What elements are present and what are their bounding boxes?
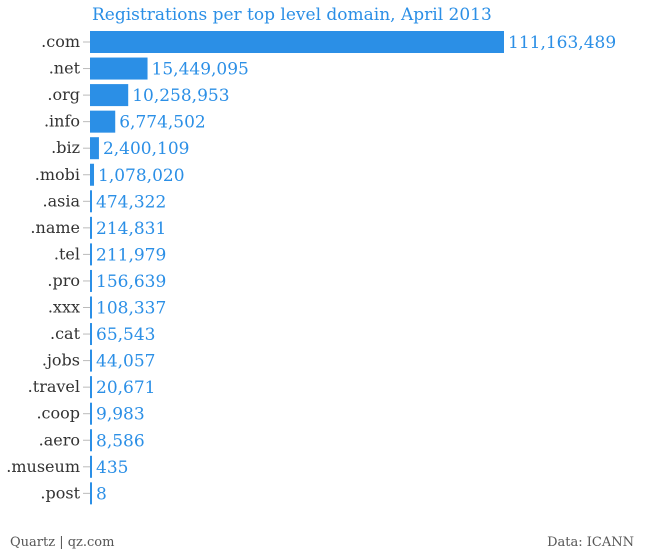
- bar: [90, 269, 92, 292]
- footer-source: Data: ICANN: [547, 535, 634, 550]
- bar: [90, 402, 92, 425]
- category-label: .mobi: [35, 165, 80, 184]
- category-label: .museum: [6, 457, 80, 476]
- bar: [90, 110, 116, 133]
- category-label: .cat: [50, 324, 81, 343]
- value-label: 65,543: [96, 325, 155, 345]
- category-label: .com: [41, 32, 80, 51]
- bar: [90, 349, 92, 372]
- bar: [90, 216, 92, 239]
- category-label: .tel: [54, 244, 80, 263]
- bar: [90, 31, 504, 53]
- category-label: .net: [49, 59, 81, 78]
- chart-title: Registrations per top level domain, Apri…: [92, 5, 492, 25]
- bar: [90, 455, 92, 478]
- category-label: .post: [40, 483, 80, 502]
- category-label: .jobs: [42, 351, 80, 370]
- value-label: 2,400,109: [103, 139, 190, 159]
- category-label: .pro: [47, 271, 80, 290]
- value-label: 15,449,095: [152, 60, 249, 80]
- category-label: .name: [30, 218, 80, 237]
- value-label: 10,258,953: [132, 86, 229, 106]
- bar: [90, 376, 92, 399]
- value-label: 6,774,502: [119, 113, 206, 133]
- value-label: 156,639: [96, 272, 166, 292]
- value-label: 1,078,020: [98, 166, 185, 186]
- bar: [90, 137, 99, 160]
- value-label: 9,983: [96, 405, 145, 425]
- value-label: 474,322: [96, 192, 166, 212]
- bar: [90, 296, 92, 319]
- value-label: 211,979: [96, 245, 166, 265]
- bar: [90, 323, 92, 346]
- category-label: .org: [47, 85, 80, 104]
- category-label: .xxx: [48, 298, 80, 317]
- value-label: 108,337: [96, 299, 166, 319]
- bar: [90, 429, 92, 452]
- category-label: .coop: [36, 404, 80, 423]
- bar: [90, 84, 129, 107]
- bar: [90, 190, 92, 213]
- value-label: 111,163,489: [508, 33, 616, 53]
- category-label: .info: [44, 112, 80, 131]
- value-label: 44,057: [96, 352, 155, 372]
- value-label: 435: [96, 458, 128, 478]
- bar: [90, 482, 92, 505]
- category-label: .travel: [28, 377, 80, 396]
- value-label: 20,671: [96, 378, 155, 398]
- footer-credit: Quartz | qz.com: [10, 535, 115, 550]
- category-label: .asia: [43, 191, 81, 210]
- bar: [90, 163, 95, 186]
- value-label: 8: [96, 484, 107, 504]
- bar: [90, 57, 148, 80]
- category-label: .aero: [39, 430, 80, 449]
- bar-chart: .com 111,163,489 .net 15,449,095 .org 10,258,…: [6, 31, 616, 505]
- category-label: .biz: [51, 138, 80, 157]
- bar: [90, 243, 92, 266]
- value-label: 214,831: [96, 219, 166, 239]
- value-label: 8,586: [96, 431, 145, 451]
